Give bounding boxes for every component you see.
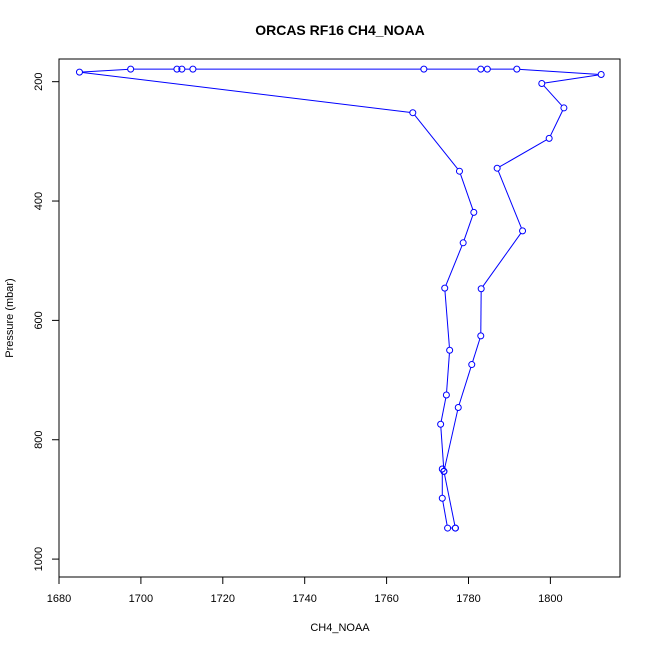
x-axis-label: CH4_NOAA — [310, 622, 370, 634]
y-tick-label: 400 — [33, 192, 45, 210]
y-tick-label: 200 — [33, 72, 45, 90]
chart-title: ORCAS RF16 CH4_NOAA — [255, 22, 425, 38]
y-tick-label: 800 — [33, 431, 45, 449]
x-tick-label: 1760 — [374, 593, 398, 605]
x-tick-label: 1720 — [211, 593, 235, 605]
y-tick-label: 600 — [33, 311, 45, 329]
x-tick-label: 1780 — [456, 593, 480, 605]
x-tick-label: 1700 — [129, 593, 153, 605]
y-axis-label: Pressure (mbar) — [4, 278, 16, 357]
x-tick-label: 1800 — [538, 593, 562, 605]
x-tick-label: 1740 — [292, 593, 316, 605]
y-tick-label: 1000 — [33, 547, 45, 571]
x-tick-label: 1680 — [47, 593, 71, 605]
